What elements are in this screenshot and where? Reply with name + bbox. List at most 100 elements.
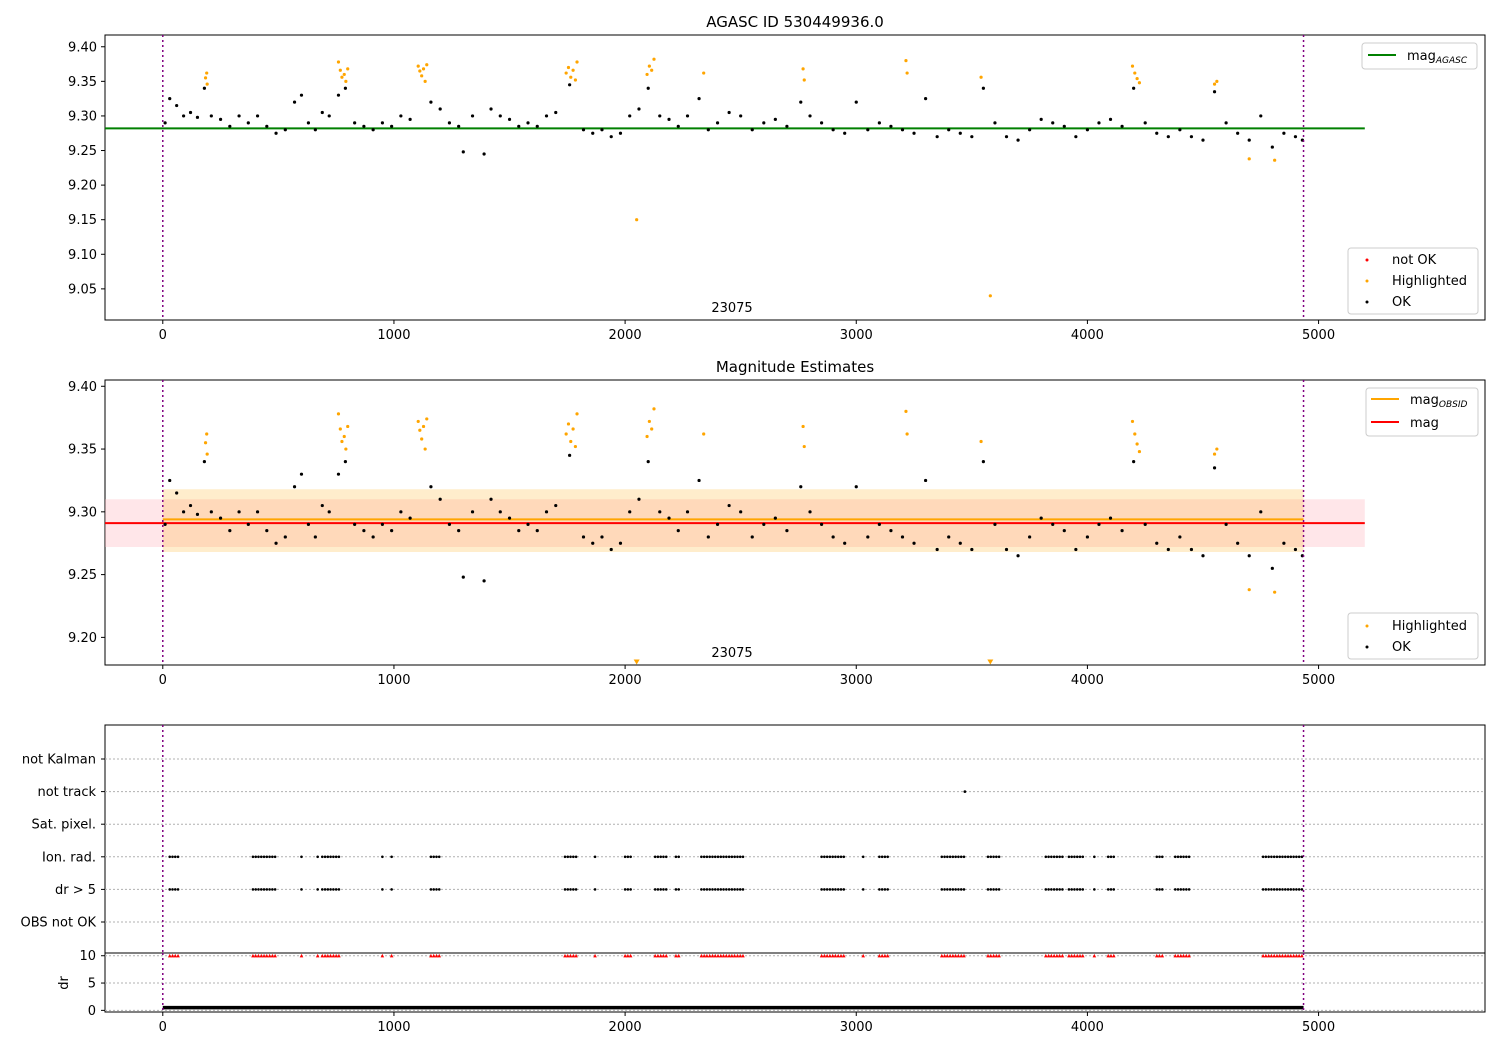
- panel-agasc-point-ok: [228, 124, 232, 128]
- panel-dr-marker-clipped: [574, 953, 578, 958]
- panel-agasc-point-ok: [831, 128, 835, 132]
- panel-agasc-point-ok: [313, 128, 317, 132]
- panel-flags-point: [951, 888, 955, 891]
- panel-dr-marker-clipped: [1184, 953, 1189, 958]
- panel-dr-marker-clipped: [1160, 953, 1165, 958]
- panel-flags-point: [733, 855, 736, 859]
- panel-estimates-point-ok: [168, 478, 172, 483]
- panel-flags-point: [572, 888, 575, 891]
- panel-flags-point: [629, 888, 632, 891]
- panel-flags-point: [262, 855, 266, 859]
- panel-estimates-point-ok: [343, 460, 348, 464]
- panel-flags-point: [842, 888, 846, 891]
- panel-estimates-point-ok: [163, 522, 167, 526]
- panel-flags-point: [1106, 888, 1110, 891]
- legend-marker-highlighted: [1365, 279, 1369, 283]
- panel-flags-point: [168, 888, 172, 891]
- panel-agasc-point-ok: [299, 93, 304, 97]
- panel-estimates-point-ok: [658, 510, 662, 514]
- panel-agasc-point-ok: [785, 124, 789, 128]
- panel-dr-marker-clipped: [1173, 953, 1178, 958]
- panel-flags-point: [1161, 888, 1164, 891]
- panel-agasc-point-ok: [380, 121, 384, 125]
- legend-box: [1361, 42, 1478, 70]
- panel-dr-marker-clipped: [256, 953, 261, 958]
- panel-dr-marker-clipped: [658, 953, 663, 958]
- panel-dr-marker-clipped: [1286, 953, 1290, 958]
- legend-marker-not-ok: [1365, 258, 1369, 262]
- panel-estimates-point-ok: [1166, 547, 1170, 552]
- panel-flags-point: [1272, 855, 1276, 859]
- panel-dr-marker-clipped: [623, 953, 627, 958]
- panel-flags-point: [948, 855, 952, 859]
- panel-estimates-point-highlighted: [1273, 590, 1277, 594]
- panel-flags-point: [963, 790, 967, 793]
- panel-flags-point: [1185, 888, 1188, 891]
- panel-agasc-point-highlighted: [905, 71, 909, 75]
- panel-estimates-point-ok: [1155, 541, 1159, 545]
- panel-flags-point: [886, 855, 889, 859]
- legend-marker-highlighted: [1365, 624, 1369, 628]
- panel-flags-point: [1058, 855, 1061, 859]
- panel-flags-point: [271, 888, 274, 891]
- panel-dr-marker-clipped: [1075, 953, 1080, 958]
- panel-dr-marker-clipped: [1052, 953, 1056, 958]
- panel-estimates-point-ok: [581, 535, 586, 539]
- panel-agasc-point-ok: [1097, 121, 1101, 125]
- panel-estimates-point-ok: [993, 522, 997, 526]
- panel-estimates-point-ok: [292, 485, 297, 489]
- panel-estimates-plot-area: [105, 380, 1365, 665]
- panel-estimates-point-highlighted: [336, 412, 341, 416]
- panel-estimates-point-ok: [819, 522, 824, 526]
- panel-dr-marker-clipped: [718, 953, 723, 958]
- panel-flags-point: [997, 888, 1001, 891]
- panel-agasc-plot-area: [105, 35, 1365, 320]
- panel-agasc-point-highlighted: [1133, 71, 1137, 75]
- panel-agasc-point-ok: [237, 114, 241, 118]
- panel-estimates-point-highlighted: [566, 422, 571, 426]
- panel-agasc-point-ok: [866, 128, 870, 132]
- legend-label-ok: OK: [1392, 295, 1411, 310]
- panel-flags-point: [429, 855, 433, 859]
- panel-flags-point: [662, 888, 665, 891]
- panel-estimates-point-ok: [900, 535, 905, 539]
- panel-estimates-point-highlighted: [801, 424, 805, 429]
- panel-estimates-point-ok: [628, 510, 632, 514]
- panel-flags-point: [861, 888, 865, 891]
- panel-agasc-point-ok: [581, 128, 586, 132]
- panel-dr-marker-clipped: [323, 953, 327, 958]
- panel-flags-point: [954, 855, 957, 859]
- panel-flags-point: [1075, 855, 1079, 859]
- panel-flags-point: [1173, 855, 1177, 859]
- panel-dr-marker-clipped: [724, 953, 729, 958]
- panel-estimates-point-ok: [1028, 535, 1032, 539]
- panel-flags-point: [741, 855, 745, 859]
- panel-flags-point: [828, 855, 832, 859]
- panel-estimates-point-ok: [447, 522, 452, 526]
- panel-agasc-point-ok: [1201, 138, 1205, 142]
- panel-agasc-point-highlighted: [205, 82, 209, 86]
- panel-dr-marker-clipped: [664, 953, 669, 958]
- panel-estimates-point-ok: [981, 460, 985, 464]
- panel-agasc-point-ok: [1212, 90, 1217, 94]
- panel-flags-point: [1187, 855, 1191, 859]
- panel-flags-point: [332, 855, 335, 859]
- panel-dr-marker-clipped: [565, 953, 570, 958]
- legend-label-ok: OK: [1392, 640, 1411, 655]
- panel-agasc-point-ok: [168, 97, 172, 101]
- panel-agasc-point-ok: [1155, 131, 1159, 135]
- panel-dr-marker-clipped: [1046, 953, 1051, 958]
- panel-agasc-point-ok: [646, 86, 650, 90]
- panel-flags-point: [1109, 888, 1113, 891]
- panel-flags-point: [1081, 855, 1085, 859]
- panel-flags-point: [959, 855, 963, 859]
- panel-dr-marker-clipped: [948, 953, 952, 958]
- panel-flags-point: [1093, 855, 1096, 859]
- panel-flags-point: [702, 855, 706, 859]
- panel-dr-marker-clipped: [267, 953, 272, 958]
- panel-estimates-point-ok: [715, 522, 720, 526]
- panel-estimates-point-ok: [785, 529, 789, 533]
- panel-flags-point: [1182, 888, 1185, 891]
- panel-estimates-legend-lower: Highlighted OK: [1347, 612, 1479, 660]
- panel-flags-point: [259, 888, 263, 891]
